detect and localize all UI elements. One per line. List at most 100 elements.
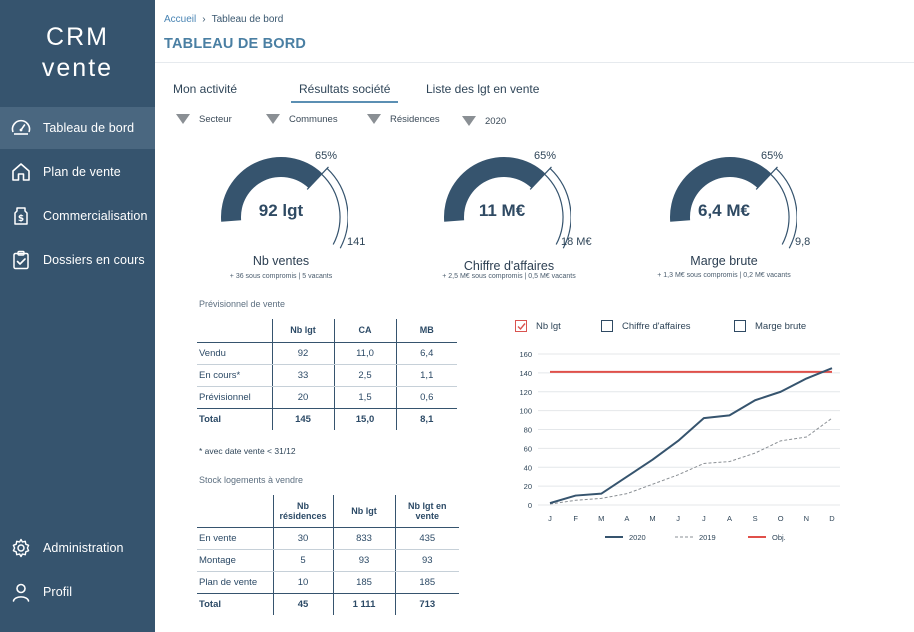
table-cell: En vente <box>197 527 273 550</box>
gauge-subtext: + 2,5 M€ sous compromis | 0,5 M€ vacants <box>442 273 576 280</box>
toggle-chiffre-affaires[interactable]: Chiffre d'affaires <box>601 320 691 332</box>
sidebar-item-label: Administration <box>43 541 124 555</box>
y-tick-label: 160 <box>519 350 532 359</box>
x-tick-label: A <box>624 514 629 523</box>
toggle-marge-brute[interactable]: Marge brute <box>734 320 806 332</box>
gauge-target: 18 M€ <box>561 236 592 248</box>
legend-label: Obj. <box>772 533 786 542</box>
table-cell: 435 <box>394 527 459 550</box>
table-row: Total 145 15,0 8,1 <box>197 408 457 430</box>
sidebar: CRM vente Tableau de bord Plan de vente … <box>0 0 155 632</box>
gauge-value: 92 lgt <box>258 201 304 220</box>
stock-title: Stock logements à vendre <box>199 475 304 485</box>
tab-resultats-societe[interactable]: Résultats société <box>291 82 399 103</box>
table-row: Prévisionnel 20 1,5 0,6 <box>197 386 457 409</box>
gauge-percent: 65% <box>534 150 557 162</box>
gauge-subtext: + 1,3 M€ sous compromis | 0,2 M€ vacants <box>657 272 791 279</box>
table-cell: 8,1 <box>395 408 457 430</box>
brand-line-2: vente <box>41 54 114 82</box>
sidebar-item-dossiers-en-cours[interactable]: Dossiers en cours <box>0 239 155 281</box>
sidebar-item-profil[interactable]: Profil <box>0 571 155 613</box>
sidebar-item-administration[interactable]: Administration <box>0 527 155 569</box>
filter-label: Communes <box>289 113 338 125</box>
gauge-remaining-track <box>770 173 790 245</box>
gauge-label: Nb ventes <box>252 254 310 268</box>
sidebar-item-commercialisation[interactable]: $ Commercialisation <box>0 195 155 237</box>
table-row: En cours* 33 2,5 1,1 <box>197 364 457 387</box>
checkbox-checked-icon <box>515 320 527 332</box>
tab-liste-lgt-en-vente[interactable]: Liste des lgt en vente <box>426 82 540 96</box>
sales-line-chart: 0 20 40 60 80 100 120 140 160 J F M A M J J A S O N D 2020 201… <box>519 350 840 542</box>
x-tick-label: N <box>804 514 809 523</box>
table-cell: 93 <box>394 549 459 572</box>
column-header: MB <box>395 319 457 343</box>
table-cell: 5 <box>272 549 333 572</box>
x-tick-label: F <box>573 514 578 523</box>
table-cell: 185 <box>394 571 459 594</box>
x-tick-label: J <box>702 514 706 523</box>
y-tick-label: 100 <box>519 407 532 416</box>
table-header-row: Nb lgt CA MB <box>197 319 457 343</box>
y-tick-label: 140 <box>519 369 532 378</box>
gauge-percent: 65% <box>315 150 338 162</box>
legend-label: 2019 <box>699 533 716 542</box>
table-row: Montage 5 93 93 <box>197 549 459 572</box>
table-row: Plan de vente 10 185 185 <box>197 571 459 594</box>
y-tick-label: 20 <box>524 482 532 491</box>
column-header <box>197 319 272 343</box>
sidebar-item-label: Dossiers en cours <box>43 253 145 267</box>
checkbox-unchecked-icon <box>734 320 746 332</box>
table-cell: Prévisionnel <box>197 386 272 409</box>
table-cell: 1 111 <box>332 593 395 615</box>
breadcrumb-home-link[interactable]: Accueil <box>164 14 197 25</box>
filter-residences[interactable]: Résidences <box>367 111 440 127</box>
user-icon <box>8 579 34 605</box>
stock-table: Nb résidences Nb lgt Nb lgt en vente En ve… <box>197 495 459 615</box>
table-cell: 92 <box>271 342 334 365</box>
sidebar-item-tableau-de-bord[interactable]: Tableau de bord <box>0 107 155 149</box>
sidebar-item-plan-de-vente[interactable]: Plan de vente <box>0 151 155 193</box>
page-title: TABLEAU DE BORD <box>164 36 307 52</box>
gear-icon <box>8 535 34 561</box>
filter-year[interactable]: 2020 <box>462 113 506 129</box>
x-tick-label: M <box>598 514 604 523</box>
gauge-outer-track <box>775 167 797 249</box>
gauge-marker <box>755 166 778 190</box>
tab-mon-activite[interactable]: Mon activité <box>173 82 238 96</box>
gauge-subtext: + 36 sous compromis | 5 vacants <box>229 273 333 280</box>
table-cell: Total <box>199 598 221 610</box>
x-tick-label: J <box>548 514 552 523</box>
sidebar-item-label: Plan de vente <box>43 165 121 179</box>
forecast-table: Nb lgt CA MB Vendu 92 11,0 6,4 En cours* 33 2,5 1… <box>197 319 457 430</box>
breadcrumb-separator: › <box>202 14 206 25</box>
table-cell: 713 <box>394 593 459 615</box>
gauge-outer-track <box>326 167 348 249</box>
filter-communes[interactable]: Communes <box>266 111 338 127</box>
gauge-target: 9,8 <box>795 236 811 248</box>
y-tick-label: 120 <box>519 388 532 397</box>
forecast-title: Prévisionnel de vente <box>199 299 286 309</box>
table-cell: Plan de vente <box>197 571 273 594</box>
y-tick-label: 0 <box>528 501 532 510</box>
filter-secteur[interactable]: Secteur <box>176 111 232 127</box>
column-header: Nb lgt <box>332 495 395 528</box>
table-cell: 33 <box>271 364 334 387</box>
table-cell: Vendu <box>197 342 272 365</box>
gauge-value: 11 M€ <box>478 201 526 220</box>
gauge-arc <box>221 156 348 249</box>
table-cell: 833 <box>332 527 395 550</box>
clipboard-icon <box>8 247 34 273</box>
table-cell: 2,5 <box>333 364 396 387</box>
toggle-label: Marge brute <box>755 320 807 332</box>
forecast-note: * avec date vente < 31/12 <box>199 446 296 456</box>
sidebar-item-label: Profil <box>43 585 73 599</box>
y-tick-label: 80 <box>524 426 532 435</box>
gauge-label: Marge brute <box>690 254 758 268</box>
gauge-icon <box>8 115 34 141</box>
breadcrumb: Accueil › Tableau de bord <box>164 14 283 25</box>
toggle-nb-lgt[interactable]: Nb lgt <box>515 320 561 332</box>
gauge-arc <box>444 156 571 249</box>
table-row: Vendu 92 11,0 6,4 <box>197 342 457 365</box>
column-header: Nb résidences <box>272 495 333 528</box>
column-header: Nb lgt <box>271 319 334 343</box>
